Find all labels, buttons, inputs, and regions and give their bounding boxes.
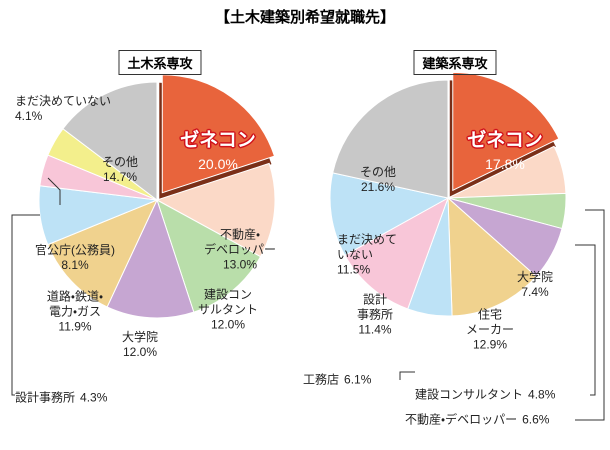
value-label: 4.3% <box>80 390 108 405</box>
leader-line <box>399 371 415 380</box>
pie-slice <box>155 162 276 258</box>
category-label: 大学院 <box>121 330 159 344</box>
category-label: 道路・鉄道・ 電力・ガス <box>46 289 104 319</box>
pie-slice <box>156 198 262 313</box>
category-label: 設計 事務所 <box>356 292 394 322</box>
value-label: 14.7% <box>102 170 138 184</box>
slice-label: まだ決めて いない 11.5% <box>337 233 397 278</box>
leader-line <box>47 177 61 205</box>
value-label: 13.0% <box>222 257 258 272</box>
pie-slice <box>47 199 158 308</box>
slice-label: 大学院 7.4% <box>517 270 553 300</box>
value-label: 11.9% <box>58 319 92 334</box>
value-label: 12.0% <box>122 345 158 359</box>
value-label: 6.6% <box>522 412 550 427</box>
pie-slice <box>329 172 450 256</box>
pie-slice <box>62 81 158 202</box>
category-label: 住宅 メーカー <box>465 307 515 337</box>
slice-label: 道路・鉄道・ 電力・ガス 11.9% <box>47 290 103 335</box>
pie-slice <box>332 79 449 199</box>
leader-line <box>11 214 40 396</box>
category-label: まだ決めていない <box>15 94 112 108</box>
value-label: 12.0% <box>210 317 246 332</box>
value-label: 21.6% <box>360 180 396 194</box>
pies <box>38 71 567 319</box>
category-label: 建設コンサルタント <box>415 387 524 402</box>
pie-slice <box>447 196 537 317</box>
slice-label: 建設コン サルタント 12.0% <box>198 288 258 333</box>
category-label: 設計事務所 <box>15 390 76 405</box>
slice-label: 建設コンサルタント 4.8% <box>415 388 555 403</box>
pie-title: 建築系専攻 <box>413 50 497 75</box>
slice-label: 官公庁(公務員) 8.1% <box>35 243 115 273</box>
value-label: 20.0% <box>198 156 238 172</box>
value-label: 4.1% <box>15 109 43 123</box>
value-label: 7.4% <box>521 285 549 299</box>
slice-label: 工務店 6.1% <box>303 373 371 388</box>
slice-label: 設計事務所 4.3% <box>15 391 107 406</box>
slice-label: ゼネコン 17.8% <box>467 129 543 175</box>
value-label: 12.9% <box>472 337 508 352</box>
category-label: 不動産・ デベロッパー <box>203 227 277 257</box>
category-label: ゼネコン <box>467 130 543 151</box>
slice-label: まだ決めていない 4.1% <box>15 94 111 124</box>
page-title: 【土木建築別希望就職先】 <box>214 9 395 26</box>
slice-label: 不動産・デベロッパー 6.6% <box>405 413 549 428</box>
category-label: まだ決めて いない <box>337 232 398 262</box>
pie-slice <box>452 71 560 192</box>
slice-label: 大学院 12.0% <box>122 330 158 360</box>
value-label: 11.4% <box>358 322 392 337</box>
pie-slice <box>106 198 195 319</box>
pie-slice <box>344 196 449 310</box>
value-label: 8.1% <box>61 258 89 272</box>
leader-line <box>575 244 596 396</box>
category-label: 不動産・デベロッパー <box>405 412 518 427</box>
category-label: 官公庁(公務員) <box>35 243 115 257</box>
slice-label: その他 14.7% <box>102 155 138 185</box>
value-label: 11.5% <box>337 262 371 277</box>
slice-label: 住宅 メーカー 12.9% <box>466 308 514 353</box>
leader-line <box>575 209 605 421</box>
category-label: 大学院 <box>516 270 554 284</box>
category-label: 工務店 <box>303 372 340 387</box>
pie-title: 土木系専攻 <box>118 50 202 75</box>
category-label: 建設コン サルタント <box>197 287 259 317</box>
category-label: その他 <box>359 165 397 179</box>
slice-label: ゼネコン 20.0% <box>180 129 256 175</box>
slice-label: その他 21.6% <box>360 165 396 195</box>
category-label: その他 <box>101 155 139 169</box>
value-label: 17.8% <box>485 156 525 172</box>
slice-label: 設計 事務所 11.4% <box>357 293 393 338</box>
slice-label: 不動産・ デベロッパー 13.0% <box>204 228 276 273</box>
category-label: ゼネコン <box>180 130 256 151</box>
value-label: 4.8% <box>528 387 556 402</box>
value-label: 6.1% <box>344 372 372 387</box>
pie-slice <box>161 74 276 194</box>
